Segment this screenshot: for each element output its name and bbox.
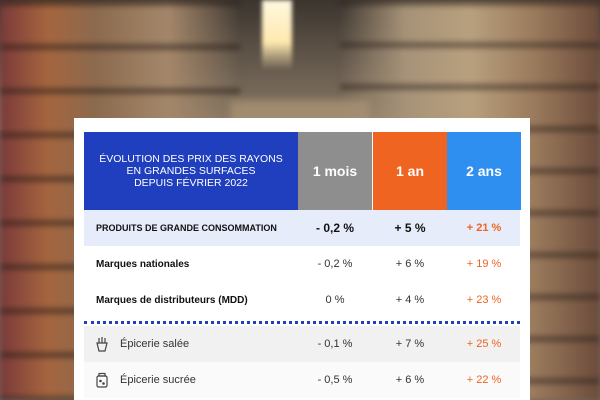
header-2-years: 2 ans [447,132,521,210]
table-title: Évolution des prix des rayons en grandes… [84,132,298,210]
table-row: Marques de distributeurs (MDD) 0 % + 4 %… [84,282,520,318]
value-2-years: + 21 % [466,222,502,234]
table-row: Épicerie salée - 0,1 % + 7 % + 25 % [84,326,520,362]
value-1-year: + 7 % [395,338,425,350]
value-1-month: - 0,2 % [315,221,354,235]
value-2-years: + 19 % [466,258,502,270]
table-row: Marques nationales - 0,2 % + 6 % + 19 % [84,246,520,282]
value-1-month: - 0,2 % [317,258,353,270]
value-2-years: + 23 % [466,294,502,306]
row-label: Épicerie sucrée [120,374,196,386]
value-2-years: + 25 % [466,338,502,350]
value-1-year: + 4 % [395,294,425,306]
row-label: Marques de distributeurs (MDD) [96,294,248,306]
ceiling-light [262,0,292,70]
table-row: Épicerie sucrée - 0,5 % + 6 % + 22 % [84,362,520,398]
row-label: Épicerie salée [120,338,190,350]
price-table-card: Évolution des prix des rayons en grandes… [74,118,530,400]
table-row: PRODUITS DE GRANDE CONSOMMATION - 0,2 % … [84,210,520,246]
header-1-month: 1 mois [298,132,372,210]
value-1-year: + 5 % [394,221,426,235]
value-1-month: 0 % [325,294,345,306]
value-1-month: - 0,1 % [317,338,353,350]
candy-jar-icon [96,372,108,388]
table-header: Évolution des prix des rayons en grandes… [84,132,521,210]
value-1-month: - 0,5 % [317,374,353,386]
value-2-years: + 22 % [466,374,502,386]
fries-icon [96,337,108,352]
header-1-year: 1 an [373,132,447,210]
dotted-separator [84,321,520,324]
value-1-year: + 6 % [395,374,425,386]
value-1-year: + 6 % [395,258,425,270]
row-label: PRODUITS DE GRANDE CONSOMMATION [96,223,277,233]
row-label: Marques nationales [96,258,190,270]
